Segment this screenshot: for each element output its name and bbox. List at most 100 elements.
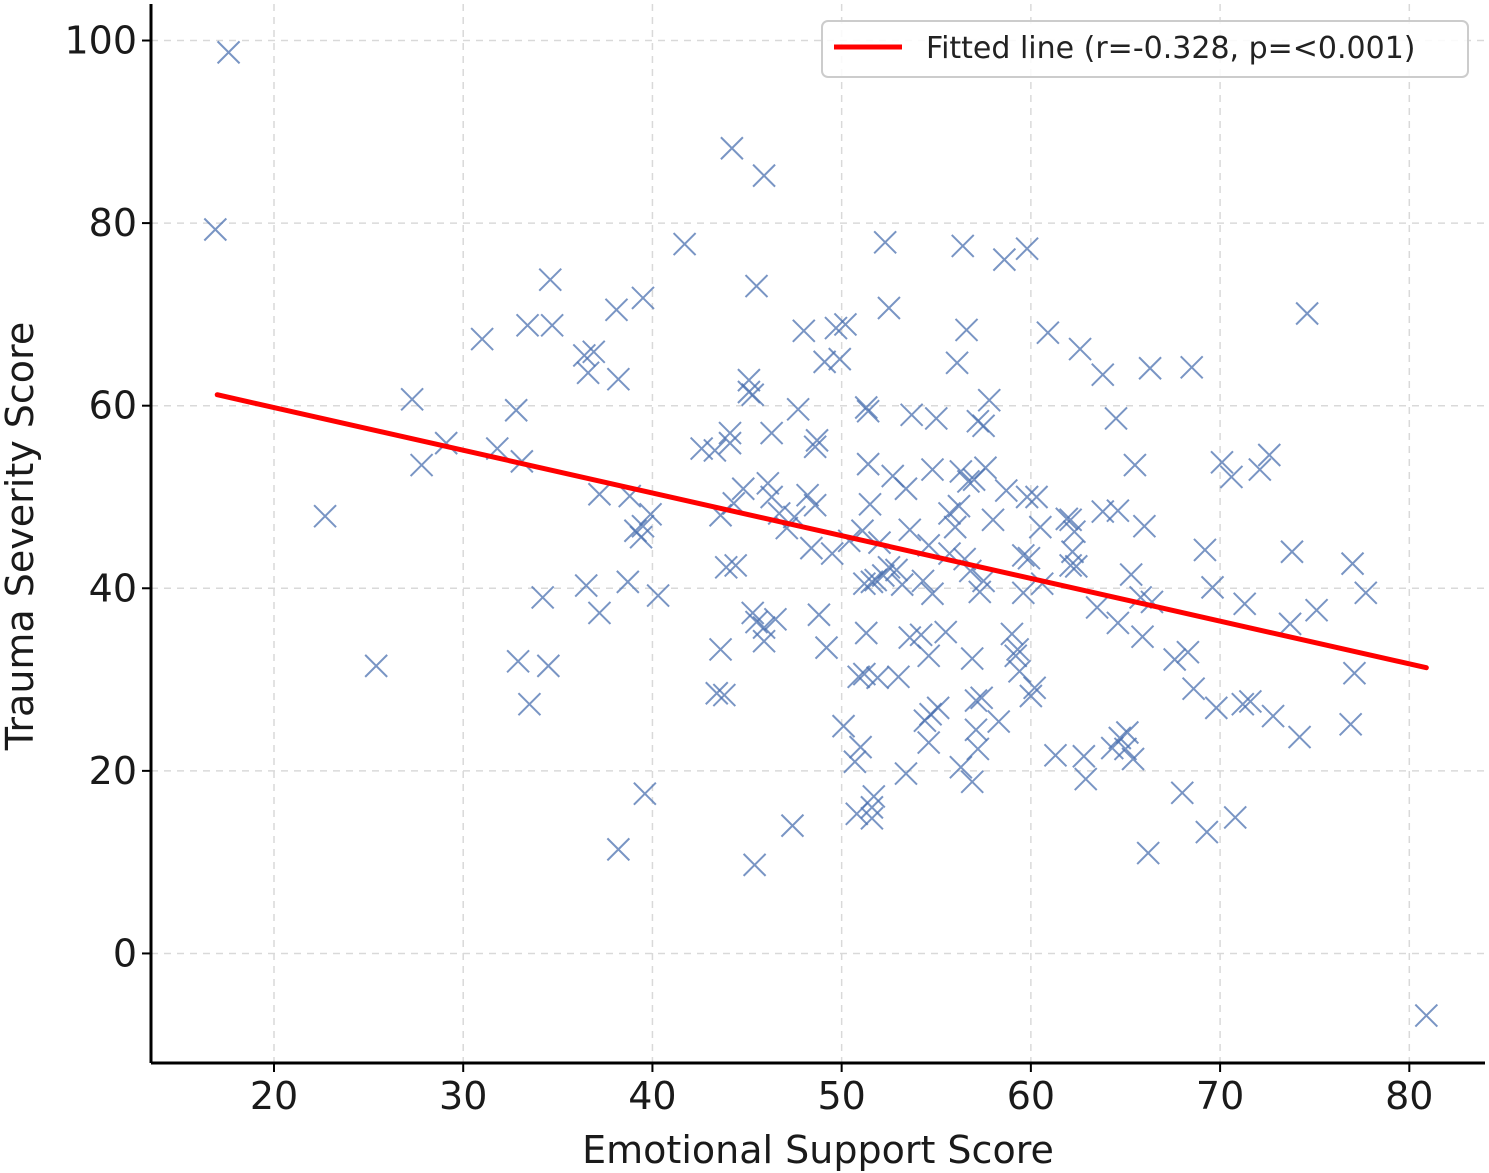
- data-point: [1000, 622, 1024, 646]
- legend-box: [821, 20, 1469, 78]
- data-point: [1028, 515, 1053, 539]
- data-point: [1204, 696, 1229, 720]
- data-point: [756, 471, 780, 495]
- data-point: [981, 508, 1005, 532]
- data-point: [744, 610, 769, 634]
- data-point: [992, 247, 1017, 272]
- data-point: [1005, 637, 1030, 662]
- data-point: [582, 340, 606, 364]
- data-point: [937, 501, 962, 526]
- data-point: [966, 737, 990, 761]
- data-point: [799, 536, 824, 560]
- data-point: [752, 615, 776, 640]
- axes: [142, 4, 1485, 1072]
- data-point: [712, 683, 737, 707]
- data-point: [1119, 562, 1143, 587]
- data-point: [1068, 337, 1092, 361]
- data-point: [506, 649, 530, 674]
- data-point: [1287, 725, 1312, 749]
- data-point: [805, 428, 829, 453]
- data-point: [714, 555, 738, 579]
- data-point: [752, 629, 776, 653]
- data-point: [536, 654, 561, 678]
- data-point: [873, 230, 897, 254]
- data-point: [1261, 704, 1285, 728]
- data-point: [1017, 546, 1041, 570]
- data-point: [951, 234, 975, 258]
- x-tick-label: 50: [817, 1074, 865, 1118]
- data-point: [1338, 712, 1363, 737]
- legend-label: Fitted line (r=-0.328, p=<0.001): [926, 31, 1416, 66]
- data-point: [1130, 624, 1155, 649]
- y-axis-label: Trauma Severity Score: [0, 322, 42, 751]
- data-point: [862, 784, 886, 809]
- data-point: [1108, 726, 1132, 750]
- data-point: [1195, 820, 1219, 844]
- data-point: [203, 217, 228, 242]
- data-point: [742, 853, 767, 877]
- data-point: [1223, 805, 1247, 830]
- data-point: [795, 483, 820, 507]
- data-point: [969, 686, 994, 710]
- data-point: [824, 316, 848, 340]
- data-point: [638, 502, 663, 527]
- data-point: [604, 298, 629, 322]
- data-point: [884, 558, 909, 582]
- data-point: [646, 583, 670, 608]
- data-point: [877, 296, 901, 320]
- data-point: [973, 456, 998, 480]
- data-point: [741, 601, 765, 625]
- data-point: [1072, 744, 1096, 768]
- data-point: [672, 232, 697, 256]
- data-point: [877, 555, 901, 579]
- data-point: [576, 361, 600, 385]
- data-point: [860, 806, 884, 831]
- data-point: [633, 781, 657, 806]
- data-point: [1342, 661, 1367, 685]
- data-point: [1138, 356, 1162, 380]
- data-point: [812, 350, 837, 374]
- data-point: [587, 601, 612, 625]
- data-point: [572, 343, 597, 368]
- data-point: [1414, 1003, 1439, 1028]
- data-point: [1257, 443, 1281, 467]
- data-point: [517, 692, 542, 716]
- data-point: [909, 623, 933, 647]
- data-point: [759, 421, 784, 445]
- data-point: [752, 163, 776, 188]
- data-point: [1106, 498, 1130, 523]
- data-point: [720, 136, 744, 160]
- data-point: [606, 837, 631, 862]
- data-point: [860, 570, 884, 594]
- data-point: [1170, 781, 1194, 805]
- data-point: [1060, 540, 1085, 564]
- x-tick-label: 40: [628, 1074, 676, 1118]
- data-point: [759, 485, 784, 509]
- data-point: [1304, 598, 1329, 622]
- data-point: [1085, 595, 1109, 620]
- data-point: [856, 399, 880, 423]
- data-point: [994, 478, 1018, 503]
- data-point: [1022, 676, 1047, 700]
- data-point: [807, 603, 831, 627]
- data-point: [703, 438, 727, 463]
- data-point: [803, 435, 827, 459]
- y-tick-label: 40: [89, 566, 137, 610]
- data-point: [865, 666, 890, 690]
- data-point: [1219, 465, 1244, 489]
- y-tick-label: 60: [89, 384, 137, 428]
- data-point: [943, 515, 967, 539]
- data-point: [1181, 676, 1206, 701]
- data-point: [920, 582, 945, 606]
- data-point: [737, 368, 761, 392]
- data-point: [890, 572, 914, 597]
- data-point: [574, 573, 598, 598]
- data-point: [744, 274, 769, 298]
- data-point: [960, 646, 984, 671]
- data-point: [1180, 355, 1204, 380]
- data-point: [833, 312, 858, 337]
- data-point: [540, 313, 564, 338]
- data-point: [629, 525, 653, 549]
- y-tick-label: 80: [89, 201, 137, 245]
- data-point: [1055, 507, 1079, 531]
